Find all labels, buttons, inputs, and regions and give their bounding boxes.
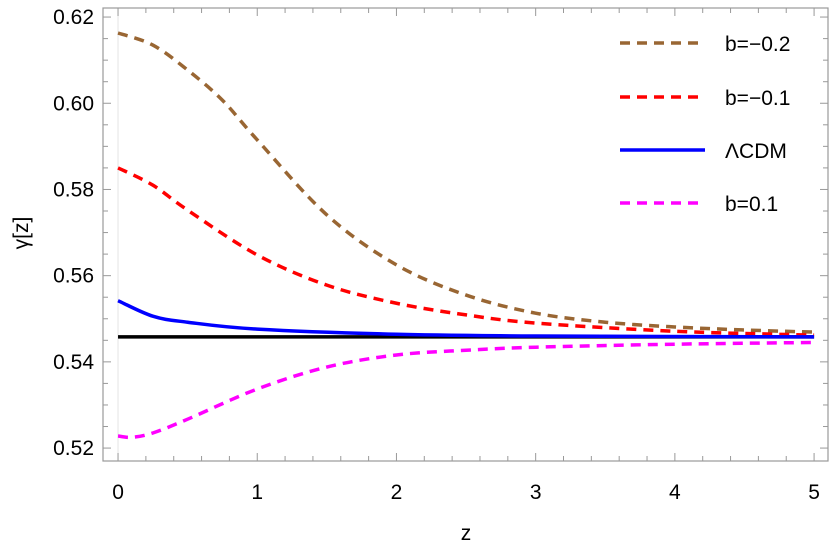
y-tick-label: 0.62 [53,6,94,29]
x-tick-label: 1 [251,481,263,504]
series-line-0 [117,31,815,334]
y-tick-label: 0.52 [53,437,94,460]
legend: b=−0.2 b=−0.1 ΛCDM b=0.1 [620,33,790,216]
y-tick-label: 0.56 [53,265,94,288]
legend-label: b=−0.2 [725,33,790,56]
y-tick-label: 0.54 [53,351,94,374]
legend-label: ΛCDM [725,140,787,163]
x-axis-title: z [461,522,472,545]
y-tick-label: 0.58 [53,178,94,201]
legend-label: b=−0.1 [725,87,790,110]
legend-label: b=0.1 [725,193,778,216]
y-axis-title: γ[z] [10,217,33,250]
x-tick-label: 0 [112,481,124,504]
series-line-3 [117,340,815,440]
plot-frame [102,7,829,462]
x-tick-label: 5 [808,481,820,504]
ticks [103,8,828,461]
x-tick-label: 2 [391,481,403,504]
tick-labels: 0 1 2 3 4 5 0.52 0.54 0.56 0.58 0.60 0.62 [53,6,820,504]
x-tick-label: 4 [669,481,681,504]
x-tick-label: 3 [530,481,542,504]
series-line-2 [117,299,815,339]
y-tick-label: 0.60 [53,92,94,115]
series-line-1 [117,166,815,337]
curves [117,8,815,461]
